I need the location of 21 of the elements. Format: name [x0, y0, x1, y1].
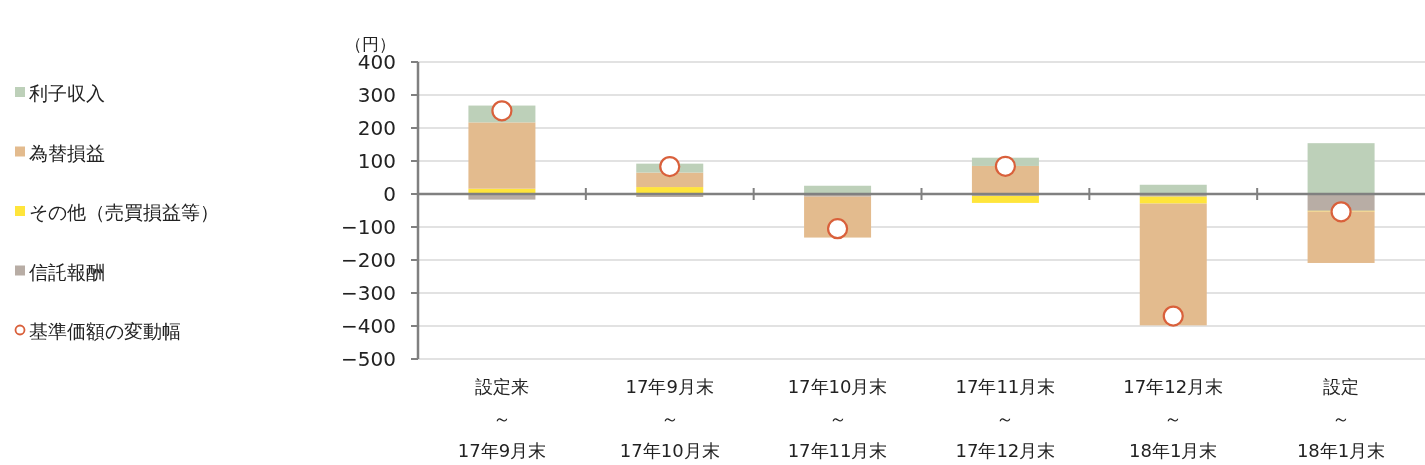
x-tick-label: 17年12月末～18年1月末	[1123, 376, 1224, 461]
y-tick-label: 100	[357, 149, 396, 173]
legend-label: 信託報酬	[29, 260, 105, 283]
y-tick-label: −200	[341, 248, 396, 272]
x-tick-label: 17年10月末～17年11月末	[787, 376, 888, 461]
x-tick-label: 設定～18年1月末	[1296, 376, 1386, 461]
legend-label: 為替損益	[29, 141, 105, 164]
y-tick-label: −400	[341, 314, 396, 338]
y-tick-label: −100	[341, 215, 396, 239]
y-tick-label: 300	[357, 83, 396, 107]
x-tick-label: 設定来～17年9月末	[457, 376, 547, 461]
y-tick-label: 0	[383, 182, 396, 206]
y-axis-title: （円）	[344, 34, 396, 54]
y-tick-label: −300	[341, 281, 396, 305]
legend-label: 利子収入	[29, 82, 105, 104]
y-tick-label: −500	[341, 347, 396, 371]
legend-label: 基準価額の変動幅	[29, 320, 181, 342]
x-tick-label: 17年9月末～17年10月末	[619, 376, 720, 461]
y-tick-label: 200	[357, 116, 396, 140]
x-tick-label: 17年11月末～17年12月末	[955, 376, 1056, 461]
legend-label: その他（売買損益等）	[29, 201, 219, 223]
